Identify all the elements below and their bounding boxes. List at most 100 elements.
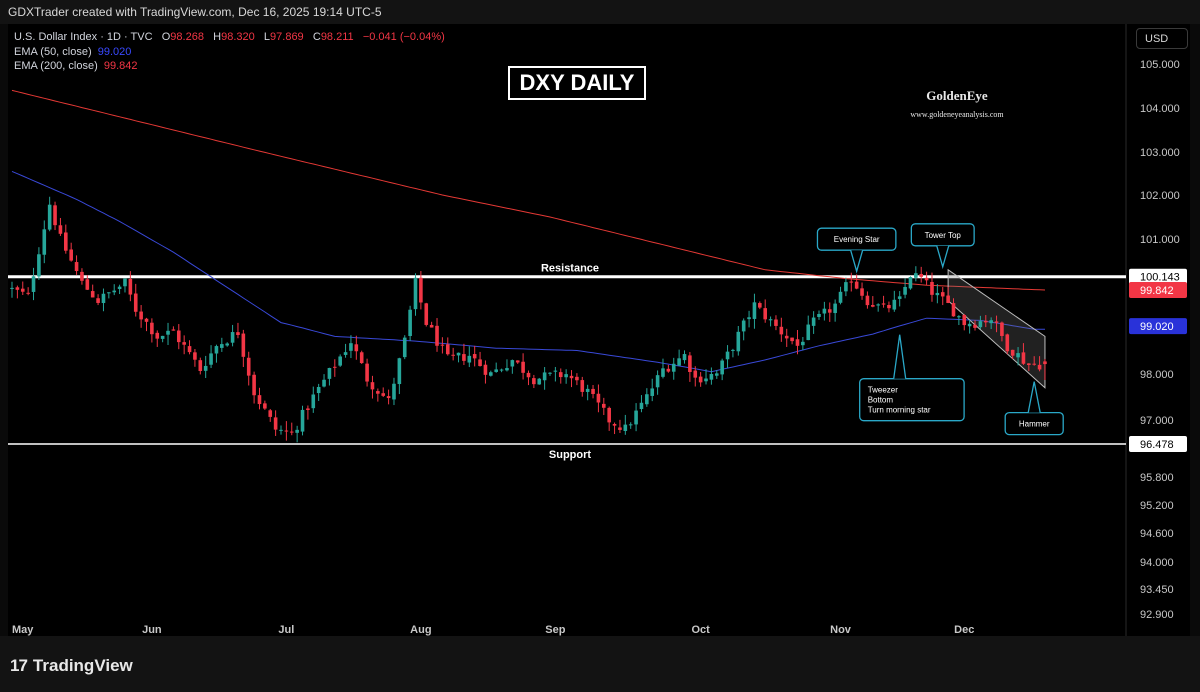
candle-body bbox=[376, 391, 380, 394]
candle-body bbox=[817, 313, 821, 317]
candle-body bbox=[580, 380, 585, 392]
candle-body bbox=[973, 324, 977, 328]
candle-body bbox=[827, 309, 832, 313]
ema50-line bbox=[11, 170, 1045, 373]
x-tick-label: Sep bbox=[545, 624, 565, 636]
candle-body bbox=[451, 354, 455, 356]
candle-body bbox=[720, 360, 724, 375]
candle-body bbox=[467, 355, 472, 363]
candle-body bbox=[532, 378, 536, 385]
candle-body bbox=[1005, 334, 1010, 352]
price-tag-bg bbox=[1129, 436, 1187, 452]
candle-body bbox=[698, 376, 703, 383]
candle-body bbox=[768, 319, 773, 321]
y-tick-label: 93.450 bbox=[1140, 584, 1174, 596]
candle-body bbox=[591, 388, 595, 394]
currency-button[interactable]: USD bbox=[1136, 28, 1188, 49]
candle-body bbox=[1021, 352, 1026, 364]
candle-body bbox=[494, 369, 498, 372]
candle-body bbox=[790, 337, 794, 342]
candle-body bbox=[930, 281, 934, 295]
candle-body bbox=[607, 407, 611, 423]
candle-body bbox=[725, 351, 730, 360]
candle-body bbox=[47, 204, 52, 230]
x-tick-label: Nov bbox=[830, 624, 852, 636]
y-tick-label: 103.000 bbox=[1140, 147, 1180, 159]
candle-body bbox=[521, 361, 525, 373]
price-tag-99.842: 99.842 bbox=[1129, 281, 1187, 298]
candle-body bbox=[117, 286, 122, 290]
candle-body bbox=[693, 370, 698, 378]
y-tick-label: 95.200 bbox=[1140, 500, 1174, 512]
ema200-line bbox=[11, 89, 1046, 291]
candle-body bbox=[994, 321, 999, 323]
legend-ema50-label: EMA (50, close) bbox=[14, 45, 92, 58]
legend-low: 97.869 bbox=[270, 31, 304, 43]
candle-body bbox=[413, 277, 418, 310]
legend-close-label: C bbox=[312, 31, 321, 43]
candle-body bbox=[316, 387, 321, 394]
legend-open: 98.268 bbox=[170, 31, 204, 43]
candle-body bbox=[833, 303, 837, 314]
legend-ema50-row[interactable]: EMA (50, close) 99.020 bbox=[14, 45, 445, 60]
candle-body bbox=[688, 355, 692, 372]
candle-body bbox=[623, 424, 628, 431]
candle-body bbox=[946, 295, 950, 303]
annotation-hammer-text: Hammer bbox=[1019, 420, 1050, 429]
candle-body bbox=[182, 342, 186, 345]
candle-body bbox=[612, 423, 617, 426]
annotation-tweezer-bottom-text: Turn morning star bbox=[868, 406, 931, 415]
candle-body bbox=[822, 308, 827, 314]
candle-body bbox=[569, 375, 574, 379]
candle-body bbox=[510, 360, 515, 367]
candle-body bbox=[731, 349, 735, 351]
candle-body bbox=[295, 429, 299, 433]
candle-body bbox=[333, 366, 337, 368]
candle-body bbox=[26, 292, 30, 294]
y-tick-label: 92.900 bbox=[1140, 609, 1174, 621]
candle-body bbox=[752, 302, 757, 319]
brand-name: GoldenEye bbox=[926, 88, 988, 103]
y-tick-label: 94.000 bbox=[1140, 557, 1174, 569]
price-tag-100.143: 100.143 bbox=[1129, 268, 1187, 285]
price-tag-label: 99.020 bbox=[1140, 321, 1174, 333]
candle-body bbox=[1032, 363, 1036, 365]
candle-body bbox=[967, 323, 972, 327]
chart-area[interactable] bbox=[8, 24, 1190, 636]
candle-body bbox=[542, 372, 547, 381]
price-tag-96.478: 96.478 bbox=[1129, 436, 1187, 452]
candle-body bbox=[704, 378, 708, 382]
candle-body bbox=[526, 372, 531, 378]
candle-body bbox=[871, 305, 875, 307]
legend-ema200-row[interactable]: EMA (200, close) 99.842 bbox=[14, 59, 445, 74]
y-tick-label: 105.000 bbox=[1140, 59, 1180, 71]
candle-body bbox=[575, 376, 579, 381]
level-label-resistance: Resistance bbox=[541, 263, 599, 275]
x-tick-label: May bbox=[12, 624, 34, 636]
tradingview-logo-icon: 17 bbox=[10, 656, 28, 675]
candle-body bbox=[1043, 361, 1047, 365]
y-tick-label: 102.000 bbox=[1140, 190, 1180, 202]
annotation-tweezer-bottom-box bbox=[859, 378, 965, 422]
candle-body bbox=[709, 373, 714, 380]
candle-body bbox=[220, 344, 224, 348]
candle-body bbox=[596, 393, 601, 403]
candle-body bbox=[914, 273, 918, 278]
legend-high: 98.320 bbox=[221, 31, 255, 43]
candle-body bbox=[758, 303, 762, 308]
candle-body bbox=[811, 317, 816, 326]
annotation-tweezer-bottom-pointer bbox=[893, 334, 907, 379]
candle-body bbox=[639, 402, 644, 410]
annotation-hammer: Hammer bbox=[1004, 381, 1064, 436]
candle-body bbox=[155, 332, 160, 339]
candle-body bbox=[31, 276, 36, 292]
candle-body bbox=[300, 409, 305, 432]
candle-body bbox=[801, 341, 805, 346]
legend-ema200-label: EMA (200, close) bbox=[14, 60, 98, 72]
candle-body bbox=[634, 410, 638, 425]
candle-body bbox=[225, 343, 229, 346]
candle-body bbox=[139, 311, 143, 320]
candle-body bbox=[69, 249, 73, 261]
tradingview-logo[interactable]: 17 TradingView bbox=[10, 656, 133, 676]
